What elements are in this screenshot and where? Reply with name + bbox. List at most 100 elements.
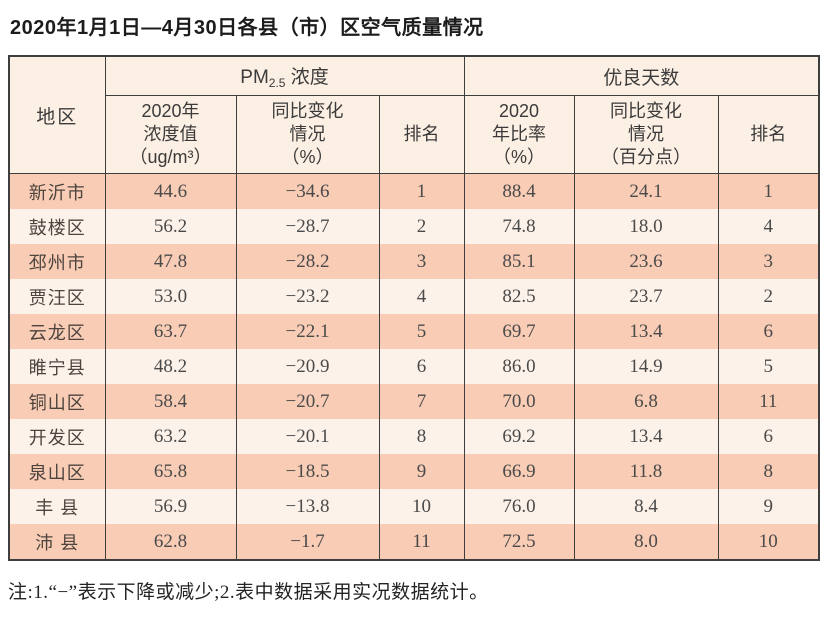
cell-region: 新沂市 — [8, 173, 106, 209]
cell-pm-rank: 3 — [378, 244, 465, 279]
col-header-good-rank: 排名 — [717, 95, 820, 174]
cell-pm-value: 47.8 — [104, 244, 237, 279]
good-change-header-line2: 情况 — [628, 123, 664, 144]
cell-good-rank: 6 — [717, 419, 820, 454]
cell-pm-value: 58.4 — [104, 384, 237, 419]
cell-good-change: 13.4 — [573, 314, 719, 349]
cell-region: 沛 县 — [8, 524, 106, 560]
cell-pm-value: 44.6 — [104, 173, 237, 209]
cell-good-change: 8.0 — [573, 524, 719, 560]
cell-good-rank: 6 — [717, 314, 820, 349]
cell-good-rank: 1 — [717, 173, 820, 209]
cell-good-change: 24.1 — [573, 173, 719, 209]
footnote: 注:1.“−”表示下降或减少;2.表中数据采用实况数据统计。 — [8, 582, 489, 603]
table-row: 新沂市 44.6 −34.6 1 88.4 24.1 1 — [8, 173, 820, 209]
cell-pm-change: −22.1 — [235, 314, 380, 349]
cell-region: 铜山区 — [8, 384, 106, 419]
cell-pm-value: 62.8 — [104, 524, 237, 560]
pm-change-header-line2: 情况 — [289, 123, 326, 144]
cell-good-rank: 5 — [717, 349, 820, 384]
page-title: 2020年1月1日—4月30日各县（市）区空气质量情况 — [10, 17, 484, 39]
cell-good-rank: 9 — [717, 489, 820, 524]
pm-value-header-line3: （ug/m³） — [129, 147, 212, 168]
cell-pm-value: 48.2 — [104, 349, 237, 384]
cell-good-change: 13.4 — [573, 419, 719, 454]
pm25-label-subscript: 2.5 — [268, 76, 286, 90]
cell-good-ratio: 70.0 — [463, 384, 575, 419]
cell-good-rank: 4 — [717, 209, 820, 244]
cell-good-rank: 2 — [717, 279, 820, 314]
cell-pm-change: −18.5 — [235, 454, 380, 489]
cell-pm-change: −34.6 — [235, 173, 380, 209]
cell-pm-rank: 10 — [378, 489, 465, 524]
cell-region: 邳州市 — [8, 244, 106, 279]
cell-good-ratio: 86.0 — [463, 349, 575, 384]
cell-good-change: 8.4 — [573, 489, 719, 524]
cell-good-rank: 11 — [717, 384, 820, 419]
cell-pm-rank: 9 — [378, 454, 465, 489]
cell-good-ratio: 69.2 — [463, 419, 575, 454]
cell-pm-change: −28.2 — [235, 244, 380, 279]
table-row: 沛 县 62.8 −1.7 11 72.5 8.0 10 — [8, 524, 820, 560]
pm25-label-prefix: PM — [240, 67, 269, 88]
col-header-region: 地区 — [8, 56, 106, 174]
cell-pm-rank: 7 — [378, 384, 465, 419]
cell-pm-value: 63.7 — [104, 314, 237, 349]
col-header-pm-rank: 排名 — [378, 95, 465, 174]
pm-value-header-line2: 浓度值 — [143, 123, 198, 144]
cell-pm-change: −28.7 — [235, 209, 380, 244]
good-ratio-header-line1: 2020 — [498, 100, 540, 121]
col-group-pm25: PM2.5 浓度 — [104, 56, 465, 96]
pm-value-header-line1: 2020年 — [141, 100, 200, 121]
cell-pm-value: 63.2 — [104, 419, 237, 454]
col-group-good-days: 优良天数 — [463, 56, 820, 96]
pm25-label-suffix: 浓度 — [285, 67, 329, 88]
cell-pm-value: 56.2 — [104, 209, 237, 244]
table-row: 睢宁县 48.2 −20.9 6 86.0 14.9 5 — [8, 349, 820, 384]
cell-pm-rank: 4 — [378, 279, 465, 314]
cell-pm-rank: 6 — [378, 349, 465, 384]
cell-pm-change: −20.7 — [235, 384, 380, 419]
table-row: 鼓楼区 56.2 −28.7 2 74.8 18.0 4 — [8, 209, 820, 244]
cell-good-ratio: 66.9 — [463, 454, 575, 489]
table-row: 开发区 63.2 −20.1 8 69.2 13.4 6 — [8, 419, 820, 454]
cell-pm-rank: 8 — [378, 419, 465, 454]
good-change-header-line1: 同比变化 — [610, 100, 682, 121]
cell-good-change: 11.8 — [573, 454, 719, 489]
cell-good-ratio: 69.7 — [463, 314, 575, 349]
cell-region: 贾汪区 — [8, 279, 106, 314]
cell-pm-value: 53.0 — [104, 279, 237, 314]
cell-pm-value: 65.8 — [104, 454, 237, 489]
pm-change-header-line3: （%） — [281, 147, 334, 168]
cell-region: 丰 县 — [8, 489, 106, 524]
cell-region: 睢宁县 — [8, 349, 106, 384]
table-row: 云龙区 63.7 −22.1 5 69.7 13.4 6 — [8, 314, 820, 349]
cell-pm-change: −20.1 — [235, 419, 380, 454]
good-change-header-line3: （百分点） — [601, 147, 691, 168]
cell-pm-value: 56.9 — [104, 489, 237, 524]
cell-pm-change: −23.2 — [235, 279, 380, 314]
cell-region: 鼓楼区 — [8, 209, 106, 244]
cell-pm-rank: 11 — [378, 524, 465, 560]
table-row: 铜山区 58.4 −20.7 7 70.0 6.8 11 — [8, 384, 820, 419]
cell-good-ratio: 82.5 — [463, 279, 575, 314]
cell-good-ratio: 88.4 — [463, 173, 575, 209]
col-header-good-ratio: 2020 年比率 （%） — [463, 95, 575, 174]
col-header-good-change: 同比变化 情况 （百分点） — [573, 95, 719, 174]
cell-good-change: 23.7 — [573, 279, 719, 314]
table-row: 邳州市 47.8 −28.2 3 85.1 23.6 3 — [8, 244, 820, 279]
cell-good-rank: 10 — [717, 524, 820, 560]
cell-good-change: 14.9 — [573, 349, 719, 384]
good-ratio-header-line3: （%） — [492, 147, 545, 168]
cell-good-change: 18.0 — [573, 209, 719, 244]
table-row: 泉山区 65.8 −18.5 9 66.9 11.8 8 — [8, 454, 820, 489]
col-header-pm-value: 2020年 浓度值 （ug/m³） — [104, 95, 237, 174]
cell-good-rank: 3 — [717, 244, 820, 279]
cell-region: 泉山区 — [8, 454, 106, 489]
cell-good-ratio: 72.5 — [463, 524, 575, 560]
cell-pm-change: −13.8 — [235, 489, 380, 524]
cell-region: 云龙区 — [8, 314, 106, 349]
cell-pm-rank: 2 — [378, 209, 465, 244]
cell-good-rank: 8 — [717, 454, 820, 489]
table-row: 贾汪区 53.0 −23.2 4 82.5 23.7 2 — [8, 279, 820, 314]
